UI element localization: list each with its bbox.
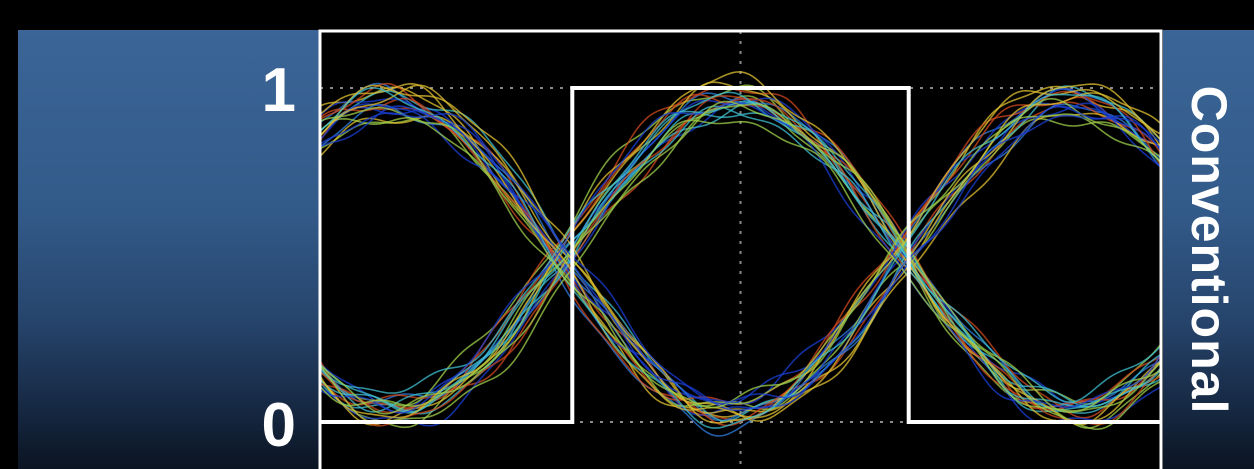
left-label-panel: [18, 30, 320, 469]
eye-trace: [319, 82, 1162, 427]
eye-trace: [319, 105, 1162, 405]
eye-trace: [319, 119, 1162, 412]
step-series-line-0: [320, 86, 1161, 424]
eye-trace: [319, 100, 1162, 413]
y-tick-label-0: 0: [261, 391, 296, 460]
eye-trace: [319, 105, 1162, 413]
signal-step-series: [320, 86, 1161, 424]
plot-frame: [318, 29, 1163, 469]
eye-trace: [319, 87, 1162, 406]
eye-pattern-traces: [319, 71, 1162, 437]
eye-trace: [319, 101, 1162, 414]
eye-trace: [319, 84, 1162, 422]
eye-trace: [319, 97, 1162, 409]
eye-trace: [319, 113, 1162, 407]
side-label-container: Conventional: [1163, 30, 1254, 469]
eye-trace: [319, 100, 1162, 415]
eye-trace: [319, 71, 1162, 426]
side-label-conventional: Conventional: [1180, 85, 1237, 414]
y-tick-label-1: 1: [261, 56, 296, 125]
eye-trace: [319, 98, 1162, 419]
right-label-panel: [1163, 30, 1254, 469]
